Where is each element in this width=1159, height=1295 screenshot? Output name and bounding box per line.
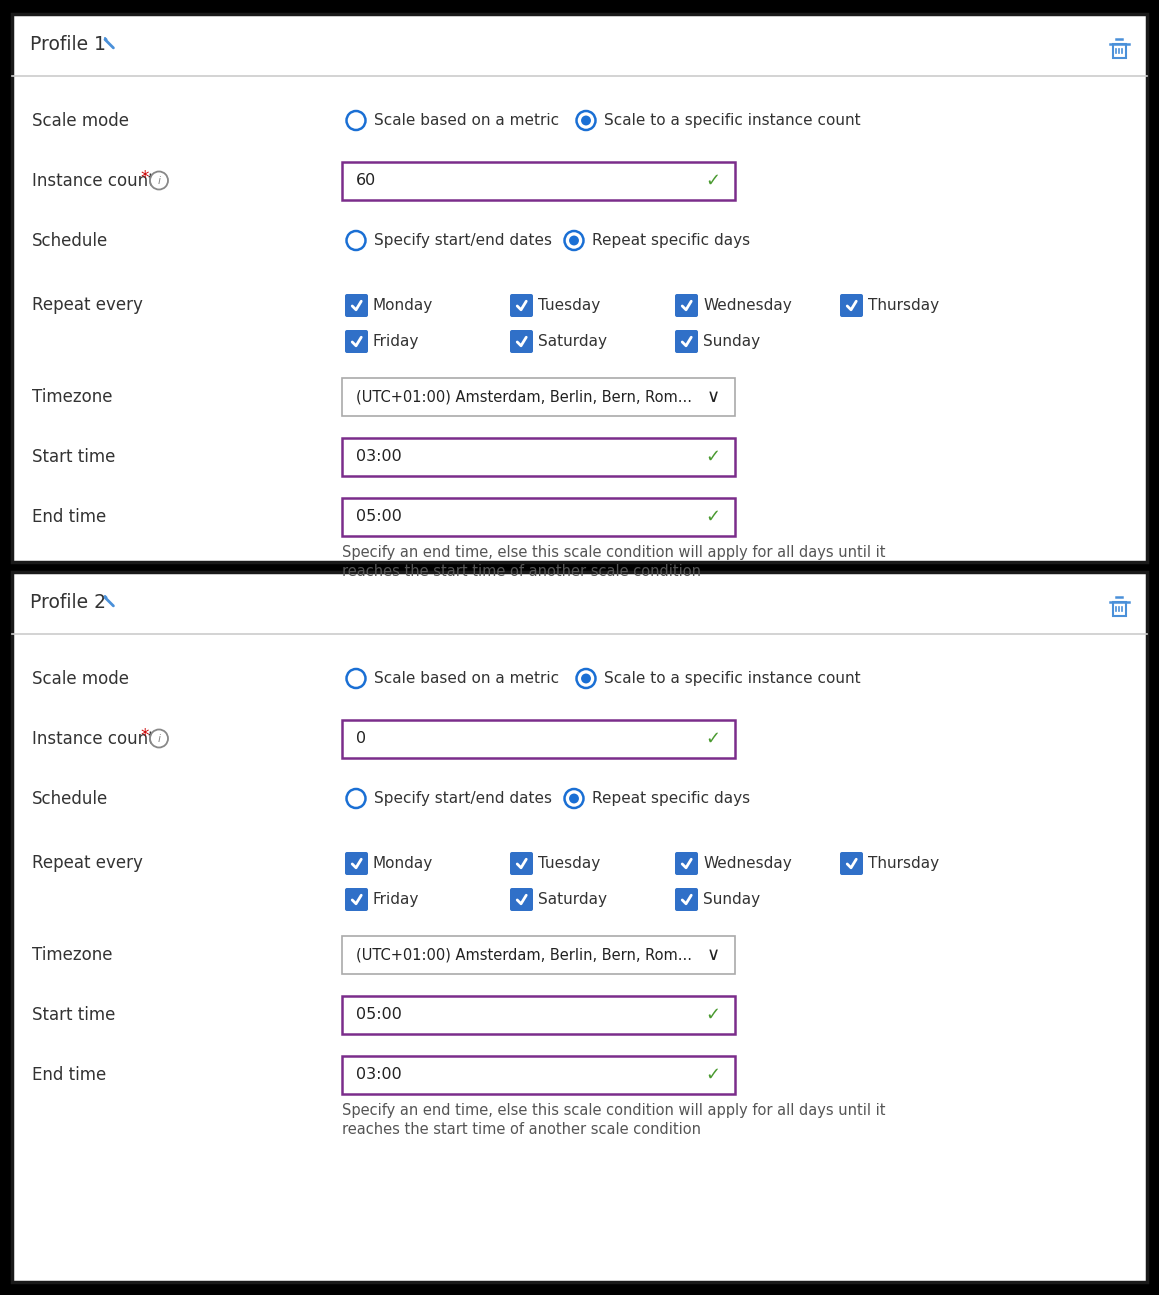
Circle shape	[347, 111, 365, 130]
Circle shape	[569, 794, 580, 803]
Text: *: *	[140, 726, 148, 745]
Text: Timezone: Timezone	[32, 945, 112, 963]
Text: ∨: ∨	[707, 945, 720, 963]
Text: Tuesday: Tuesday	[538, 298, 600, 313]
Text: ✓: ✓	[706, 729, 721, 747]
Text: Monday: Monday	[373, 856, 433, 872]
FancyBboxPatch shape	[342, 162, 735, 199]
Text: 05:00: 05:00	[356, 1008, 402, 1022]
Text: (UTC+01:00) Amsterdam, Berlin, Bern, Rom...: (UTC+01:00) Amsterdam, Berlin, Bern, Rom…	[356, 947, 692, 962]
Text: Saturday: Saturday	[538, 892, 607, 906]
Text: Start time: Start time	[32, 448, 116, 465]
FancyBboxPatch shape	[345, 852, 369, 875]
Text: Scale mode: Scale mode	[32, 111, 129, 130]
Text: Profile 2: Profile 2	[30, 593, 105, 613]
Text: Specify start/end dates: Specify start/end dates	[373, 233, 552, 249]
Text: Thursday: Thursday	[868, 856, 939, 872]
Text: Repeat specific days: Repeat specific days	[591, 233, 750, 249]
FancyBboxPatch shape	[510, 852, 533, 875]
Circle shape	[564, 789, 583, 808]
Text: Start time: Start time	[32, 1005, 116, 1023]
Text: End time: End time	[32, 1066, 107, 1084]
Text: End time: End time	[32, 508, 107, 526]
Text: Profile 1: Profile 1	[30, 35, 105, 54]
Text: ✓: ✓	[706, 508, 721, 526]
Text: ✓: ✓	[706, 171, 721, 189]
Circle shape	[347, 670, 365, 688]
Circle shape	[347, 789, 365, 808]
Text: ✓: ✓	[706, 448, 721, 465]
Circle shape	[150, 729, 168, 747]
Text: 03:00: 03:00	[356, 449, 402, 464]
Circle shape	[150, 171, 168, 189]
FancyBboxPatch shape	[342, 497, 735, 536]
FancyBboxPatch shape	[345, 294, 369, 317]
FancyBboxPatch shape	[510, 330, 533, 354]
Text: Sunday: Sunday	[704, 892, 760, 906]
Text: ∨: ∨	[707, 387, 720, 405]
FancyBboxPatch shape	[675, 852, 698, 875]
Text: Tuesday: Tuesday	[538, 856, 600, 872]
FancyBboxPatch shape	[345, 888, 369, 910]
Text: Scale based on a metric: Scale based on a metric	[373, 113, 559, 128]
Text: 60: 60	[356, 174, 377, 188]
Text: Repeat specific days: Repeat specific days	[591, 791, 750, 805]
Text: Friday: Friday	[373, 892, 420, 906]
Circle shape	[564, 231, 583, 250]
Circle shape	[581, 673, 591, 684]
Text: reaches the start time of another scale condition: reaches the start time of another scale …	[342, 563, 701, 579]
FancyBboxPatch shape	[345, 330, 369, 354]
Text: Instance count: Instance count	[32, 171, 154, 189]
Text: Specify an end time, else this scale condition will apply for all days until it: Specify an end time, else this scale con…	[342, 545, 885, 561]
Text: Wednesday: Wednesday	[704, 298, 792, 313]
Text: 0: 0	[356, 730, 366, 746]
FancyBboxPatch shape	[342, 720, 735, 758]
Text: reaches the start time of another scale condition: reaches the start time of another scale …	[342, 1121, 701, 1137]
Text: 05:00: 05:00	[356, 509, 402, 524]
Text: Scale based on a metric: Scale based on a metric	[373, 671, 559, 686]
Text: i: i	[158, 733, 161, 743]
Text: Saturday: Saturday	[538, 334, 607, 348]
FancyBboxPatch shape	[510, 294, 533, 317]
Text: Repeat every: Repeat every	[32, 855, 143, 873]
Text: (UTC+01:00) Amsterdam, Berlin, Bern, Rom...: (UTC+01:00) Amsterdam, Berlin, Bern, Rom…	[356, 388, 692, 404]
Text: Wednesday: Wednesday	[704, 856, 792, 872]
Text: Friday: Friday	[373, 334, 420, 348]
FancyBboxPatch shape	[12, 572, 1147, 1282]
Text: *: *	[140, 168, 148, 186]
FancyBboxPatch shape	[510, 888, 533, 910]
Circle shape	[347, 231, 365, 250]
Text: Instance count: Instance count	[32, 729, 154, 747]
Text: 03:00: 03:00	[356, 1067, 402, 1083]
Text: ✓: ✓	[706, 1005, 721, 1023]
Circle shape	[576, 111, 596, 130]
Circle shape	[581, 115, 591, 126]
Text: Timezone: Timezone	[32, 387, 112, 405]
Text: Monday: Monday	[373, 298, 433, 313]
Text: Specify an end time, else this scale condition will apply for all days until it: Specify an end time, else this scale con…	[342, 1103, 885, 1119]
FancyBboxPatch shape	[342, 935, 735, 974]
FancyBboxPatch shape	[840, 294, 863, 317]
FancyBboxPatch shape	[342, 996, 735, 1033]
Text: Schedule: Schedule	[32, 790, 108, 808]
Text: Repeat every: Repeat every	[32, 297, 143, 315]
Text: Sunday: Sunday	[704, 334, 760, 348]
FancyBboxPatch shape	[675, 888, 698, 910]
FancyBboxPatch shape	[675, 294, 698, 317]
Text: Scale mode: Scale mode	[32, 670, 129, 688]
FancyBboxPatch shape	[342, 378, 735, 416]
Text: Schedule: Schedule	[32, 232, 108, 250]
FancyBboxPatch shape	[840, 852, 863, 875]
FancyBboxPatch shape	[12, 14, 1147, 562]
Text: i: i	[158, 176, 161, 185]
Circle shape	[569, 236, 580, 246]
Text: Thursday: Thursday	[868, 298, 939, 313]
Text: Scale to a specific instance count: Scale to a specific instance count	[604, 671, 860, 686]
FancyBboxPatch shape	[342, 438, 735, 475]
FancyBboxPatch shape	[675, 330, 698, 354]
Text: ✓: ✓	[706, 1066, 721, 1084]
Circle shape	[576, 670, 596, 688]
FancyBboxPatch shape	[342, 1055, 735, 1093]
Text: Scale to a specific instance count: Scale to a specific instance count	[604, 113, 860, 128]
